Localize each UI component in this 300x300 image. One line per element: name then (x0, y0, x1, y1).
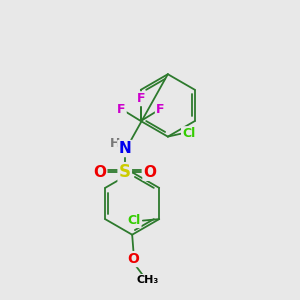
Text: O: O (93, 165, 106, 180)
Text: F: F (136, 92, 145, 105)
Text: H: H (110, 137, 120, 150)
Text: Cl: Cl (127, 214, 141, 227)
Text: F: F (156, 103, 164, 116)
Text: O: O (143, 165, 157, 180)
Text: N: N (118, 141, 131, 156)
Text: CH₃: CH₃ (136, 275, 159, 285)
Text: O: O (128, 252, 140, 266)
Text: F: F (117, 103, 126, 116)
Text: Cl: Cl (182, 127, 195, 140)
Text: S: S (119, 163, 131, 181)
